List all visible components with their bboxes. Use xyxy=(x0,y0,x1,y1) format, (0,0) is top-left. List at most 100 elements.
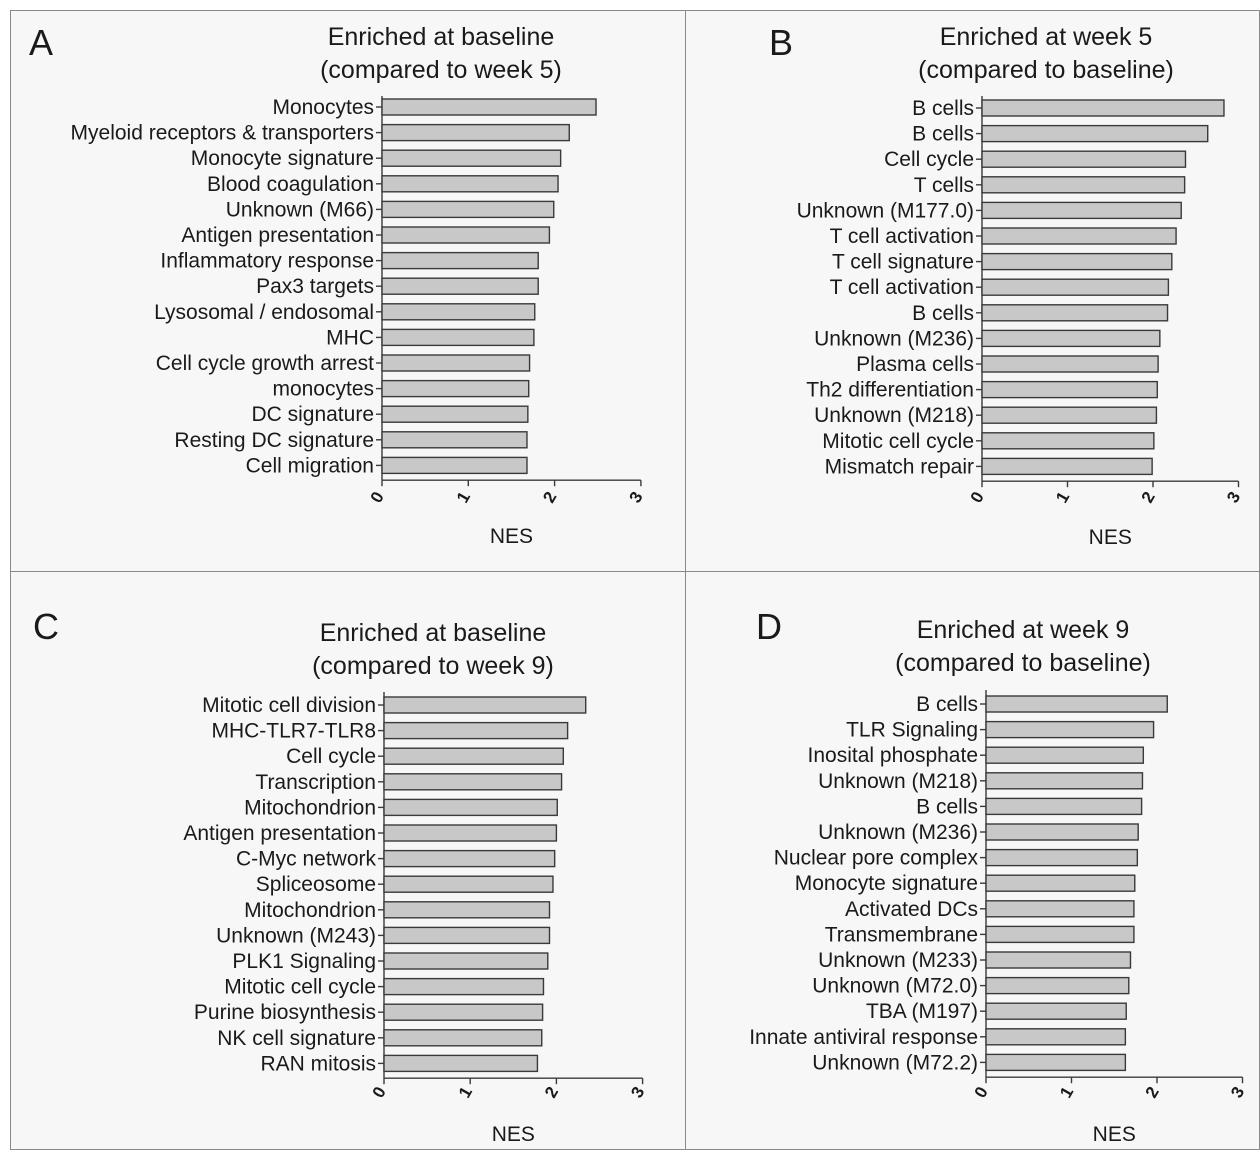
category-label: Unknown (M72.0) xyxy=(812,975,978,998)
bar xyxy=(981,99,1225,117)
bar xyxy=(383,721,569,740)
panel-b: B Enriched at week 5 (compared to baseline… xyxy=(685,10,1260,572)
bar xyxy=(381,405,529,423)
bar xyxy=(383,747,564,765)
x-axis-label: NES xyxy=(1093,1123,1136,1146)
panel-letter: B xyxy=(769,22,793,63)
bar xyxy=(985,900,1135,918)
category-label: Cell cycle xyxy=(884,148,974,171)
category-label: Plasma cells xyxy=(856,353,974,376)
x-tick-label: 3 xyxy=(626,488,647,506)
category-label: Mitotic cell division xyxy=(202,694,376,717)
bar xyxy=(981,329,1161,348)
category-label: MHC xyxy=(326,326,374,349)
category-label: Innate antiviral response xyxy=(749,1026,978,1049)
bar xyxy=(985,874,1136,892)
category-label: Unknown (M218) xyxy=(818,770,978,793)
bar xyxy=(381,328,535,347)
category-label: Inosital phosphate xyxy=(808,744,978,767)
category-label: Lysosomal / endosomal xyxy=(154,301,374,324)
bar xyxy=(381,175,559,193)
bar xyxy=(381,251,539,270)
bar xyxy=(981,201,1182,220)
chart-title-line: (compared to week 5) xyxy=(320,56,562,84)
category-label: Resting DC signature xyxy=(174,429,374,452)
x-axis-label: NES xyxy=(492,1123,535,1146)
chart-d: D Enriched at week 9 (compared to baseline… xyxy=(749,606,1248,1146)
category-label: Pax3 targets xyxy=(256,275,374,298)
chart-title-line: Enriched at baseline xyxy=(328,23,555,51)
x-tick-label: 2 xyxy=(541,1083,562,1101)
x-tick-label: 1 xyxy=(1052,488,1073,506)
bar xyxy=(381,379,530,398)
bar xyxy=(981,124,1209,143)
category-label: Monocyte signature xyxy=(191,147,374,170)
chart-a: A Enriched at baseline (compared to week 5… xyxy=(29,22,647,548)
category-label: TLR Signaling xyxy=(846,719,978,742)
bar xyxy=(981,278,1170,296)
category-label: Th2 differentiation xyxy=(806,379,974,402)
bar xyxy=(985,823,1139,841)
category-label: Unknown (M236) xyxy=(814,327,974,350)
panel-letter: A xyxy=(29,22,53,63)
category-label: Mitochondrion xyxy=(244,899,376,922)
bar xyxy=(981,150,1187,168)
bar xyxy=(985,695,1168,713)
x-tick-label: 1 xyxy=(453,488,474,506)
bar xyxy=(981,406,1158,424)
bar xyxy=(985,797,1143,816)
category-label: Nuclear pore complex xyxy=(774,847,979,870)
bar xyxy=(981,304,1169,322)
category-label: MHC-TLR7-TLR8 xyxy=(211,720,376,743)
chart-b: B Enriched at week 5 (compared to baseline… xyxy=(769,22,1244,549)
category-label: Blood coagulation xyxy=(207,173,374,196)
category-label: Unknown (M243) xyxy=(216,924,376,947)
category-label: monocytes xyxy=(272,378,374,401)
bar xyxy=(381,123,570,142)
x-tick-label: 1 xyxy=(455,1083,476,1101)
category-label: Purine biosynthesis xyxy=(194,1001,376,1024)
bar xyxy=(985,772,1144,790)
x-tick-label: 1 xyxy=(1056,1083,1077,1101)
x-tick-label: 0 xyxy=(367,488,388,506)
bar xyxy=(985,1002,1127,1020)
chart-title-line: (compared to baseline) xyxy=(918,56,1174,84)
chart-title-line: Enriched at week 9 xyxy=(917,616,1130,644)
x-tick-label: 2 xyxy=(1142,1083,1163,1101)
bar xyxy=(381,303,536,321)
x-tick-label: 3 xyxy=(627,1083,648,1101)
category-label: PLK1 Signaling xyxy=(232,950,376,973)
category-label: Inflammatory response xyxy=(160,250,374,273)
category-label: Mitotic cell cycle xyxy=(822,430,974,453)
category-label: C-Myc network xyxy=(236,848,377,871)
bar xyxy=(981,176,1186,194)
category-label: T cell signature xyxy=(832,251,974,274)
category-label: Activated DCs xyxy=(845,898,978,921)
category-label: B cells xyxy=(916,693,978,716)
category-label: Cell cycle xyxy=(286,745,376,768)
panel-d: D Enriched at week 9 (compared to baseline… xyxy=(685,571,1260,1150)
x-tick-label: 0 xyxy=(369,1083,390,1101)
category-label: Unknown (M218) xyxy=(814,404,974,427)
category-label: Spliceosome xyxy=(256,873,376,896)
bar xyxy=(383,875,554,893)
bar xyxy=(381,431,528,449)
category-label: Cell cycle growth arrest xyxy=(156,352,374,375)
x-axis-label: NES xyxy=(1089,526,1132,549)
category-label: Unknown (M236) xyxy=(818,821,978,844)
category-label: Myeloid receptors & transporters xyxy=(71,122,374,145)
category-label: Cell migration xyxy=(246,454,374,477)
category-label: T cells xyxy=(914,174,974,197)
bar xyxy=(383,977,545,996)
category-label: B cells xyxy=(912,97,974,120)
bar xyxy=(381,98,597,116)
category-label: Unknown (M66) xyxy=(226,198,374,221)
category-label: Mitochondrion xyxy=(244,796,376,819)
x-tick-label: 3 xyxy=(1227,1083,1248,1101)
bar xyxy=(383,849,556,868)
x-axis-label: NES xyxy=(490,525,533,548)
category-label: Mitotic cell cycle xyxy=(224,976,376,999)
bar xyxy=(985,925,1135,944)
category-label: NK cell signature xyxy=(217,1027,376,1050)
x-tick-label: 2 xyxy=(539,488,560,506)
